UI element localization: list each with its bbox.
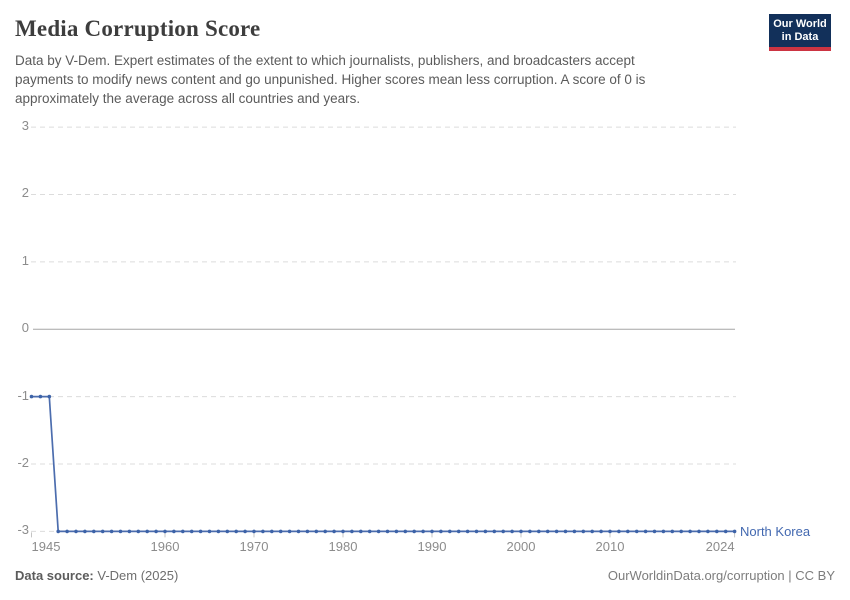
chart-title: Media Corruption Score — [15, 16, 261, 41]
data-point — [465, 529, 470, 534]
data-point — [421, 529, 425, 534]
data-point — [216, 529, 221, 534]
data-point — [359, 529, 363, 534]
data-point — [679, 529, 683, 534]
data-point — [127, 529, 132, 534]
data-point — [332, 529, 336, 534]
data-point — [626, 529, 630, 534]
data-point — [296, 529, 301, 534]
data-point — [376, 529, 381, 534]
owid-logo[interactable]: Our World in Data — [769, 14, 831, 51]
data-point — [154, 529, 158, 534]
data-source-value: V-Dem (2025) — [93, 568, 179, 583]
data-point — [163, 529, 167, 534]
data-point — [385, 529, 390, 534]
owid-logo-text: Our World — [773, 17, 827, 30]
data-point — [270, 529, 274, 534]
data-point — [519, 529, 523, 534]
owid-logo-text: in Data — [781, 30, 819, 43]
data-point — [590, 529, 594, 534]
data-point — [323, 529, 328, 534]
data-point — [617, 529, 621, 534]
data-point — [634, 529, 639, 534]
data-source-label: Data source: — [15, 568, 94, 583]
data-point — [697, 529, 701, 534]
data-point — [47, 394, 52, 399]
data-point — [181, 529, 185, 534]
data-point — [100, 529, 105, 534]
data-point — [572, 529, 577, 534]
data-point — [643, 529, 648, 534]
data-point — [652, 529, 657, 534]
data-point — [252, 529, 256, 534]
data-point — [189, 529, 194, 534]
data-point — [225, 529, 230, 534]
data-point — [581, 529, 586, 534]
data-point — [118, 529, 123, 534]
data-point — [448, 529, 452, 534]
data-point — [608, 529, 612, 534]
data-point — [394, 529, 399, 534]
data-point — [528, 529, 532, 534]
data-point — [483, 529, 488, 534]
data-point — [456, 529, 461, 534]
chart-footer: Data source: V-Dem (2025) OurWorldinData… — [15, 568, 835, 583]
data-point — [109, 529, 114, 534]
subtitle-line: Data by V-Dem. Expert estimates of the e… — [15, 53, 635, 68]
data-point — [670, 529, 675, 534]
data-point — [350, 529, 354, 534]
data-point — [145, 529, 149, 534]
data-point — [341, 529, 345, 534]
data-point — [207, 529, 212, 534]
data-point — [83, 529, 87, 534]
data-point — [474, 529, 479, 534]
data-point — [688, 529, 692, 534]
data-point — [65, 529, 69, 534]
data-point — [56, 529, 60, 534]
data-point — [599, 529, 603, 534]
data-point — [287, 529, 292, 534]
data-point — [554, 529, 559, 534]
data-point — [314, 529, 319, 534]
data-point — [412, 529, 417, 534]
series-entity-label[interactable]: North Korea — [740, 524, 811, 539]
data-point — [261, 529, 265, 534]
data-point — [706, 529, 710, 534]
data-point — [715, 529, 719, 534]
data-point — [430, 529, 434, 534]
data-point — [537, 529, 541, 534]
data-point — [510, 529, 514, 534]
data-point — [198, 529, 203, 534]
data-source: Data source: V-Dem (2025) — [15, 568, 178, 583]
data-point — [278, 529, 283, 534]
data-point — [74, 529, 78, 534]
data-point — [38, 394, 43, 399]
subtitle-line: approximately the average across all cou… — [15, 91, 361, 106]
data-point — [136, 529, 141, 534]
data-point — [732, 529, 737, 534]
data-point — [563, 529, 568, 534]
data-point — [661, 529, 666, 534]
data-point — [403, 529, 408, 534]
data-point — [492, 529, 497, 534]
data-point — [243, 529, 247, 534]
chart-subtitle: Data by V-Dem. Expert estimates of the e… — [15, 51, 645, 108]
data-point — [305, 529, 310, 534]
data-point — [439, 529, 443, 534]
data-point — [501, 529, 506, 534]
data-point — [234, 529, 238, 534]
data-point — [367, 529, 372, 534]
data-point — [29, 394, 34, 399]
data-point — [172, 529, 176, 534]
rights-link[interactable]: OurWorldinData.org/corruption | CC BY — [607, 568, 835, 583]
subtitle-line: payments to modify news content and go u… — [15, 72, 646, 87]
data-point — [723, 529, 728, 534]
data-point — [92, 529, 96, 534]
data-point — [545, 529, 550, 534]
